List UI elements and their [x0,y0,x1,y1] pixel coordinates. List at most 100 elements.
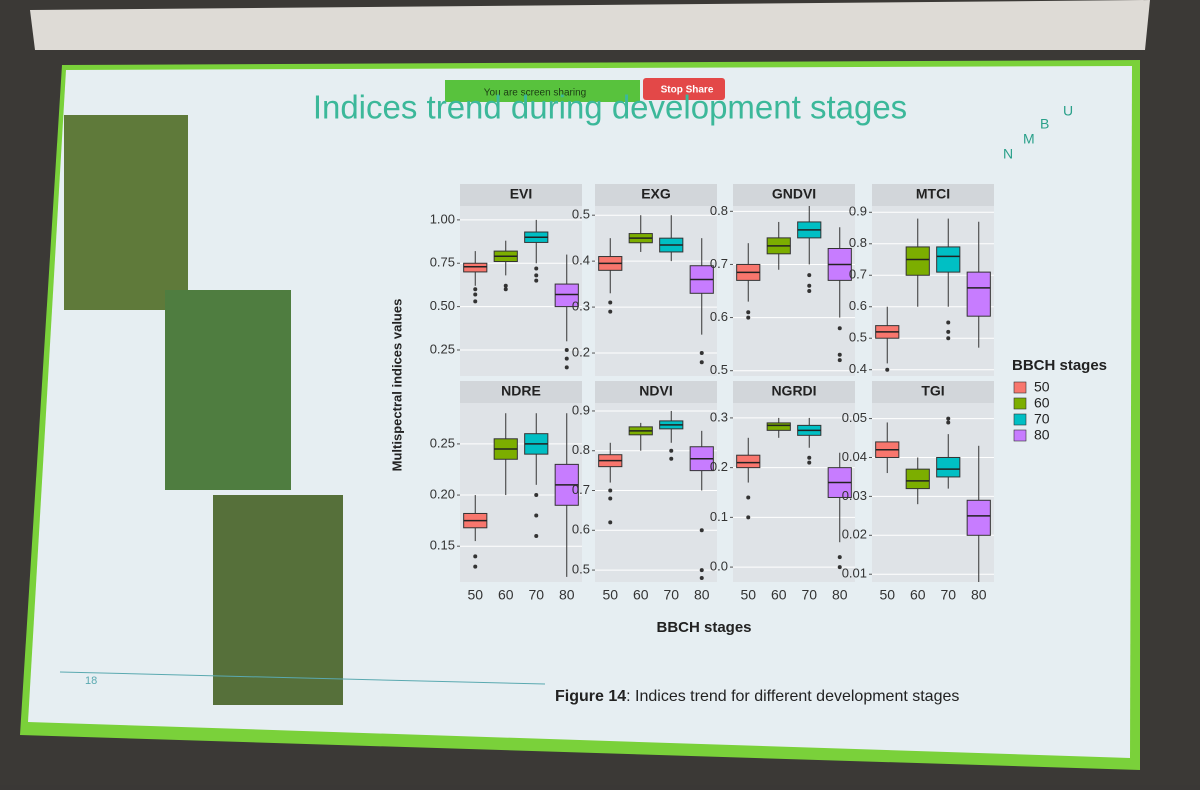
y-tick-label: 0.8 [849,235,867,250]
y-tick-label: 0.7 [710,256,728,271]
outlier [473,287,478,292]
box [766,422,791,431]
outlier [807,283,812,288]
outlier [473,564,478,569]
outlier [837,565,842,570]
outlier [608,488,613,493]
y-tick-label: 0.5 [849,330,867,345]
y-tick-label: 0.15 [430,538,455,553]
outlier [534,513,539,518]
y-tick-label: 0.20 [430,486,455,501]
outlier [534,266,539,271]
y-tick-label: 0.9 [572,402,590,417]
outlier [699,351,704,356]
y-tick-label: 0.8 [710,203,728,218]
y-tick-label: 0.2 [572,344,590,359]
outlier [807,273,812,278]
plant-photo [213,495,343,705]
legend-label: 80 [1034,427,1050,443]
box [966,271,991,317]
y-tick-label: 0.04 [842,449,867,464]
stop-share-label[interactable]: Stop Share [661,85,714,96]
outlier [503,287,508,292]
outlier [608,496,613,501]
y-tick-label: 0.02 [842,527,867,542]
panel-title: NDVI [639,383,672,399]
panel-title: EVI [510,186,533,202]
x-tick-label: 50 [740,587,756,603]
strip [460,184,582,206]
footer-rule [59,671,546,685]
y-tick-label: 0.8 [572,442,590,457]
y-tick-label: 0.7 [572,482,590,497]
y-tick-label: 0.6 [572,522,590,537]
outlier [885,367,890,372]
outlier [837,352,842,357]
strip [733,184,855,206]
panel-title: NGRDI [771,383,816,399]
caption: Figure 14: Indices trend for different d… [555,688,959,705]
y-tick-label: 0.6 [710,309,728,324]
box [554,283,579,308]
panel-title: NDRE [501,383,541,399]
strip [595,184,717,206]
x-tick-label: 60 [633,587,649,603]
x-tick-label: 60 [498,587,514,603]
stop-share-button[interactable] [643,78,725,100]
x-tick-label: 80 [559,587,575,603]
outlier [608,300,613,305]
outlier [473,554,478,559]
y-tick-label: 0.3 [572,299,590,314]
outlier [946,336,951,341]
slide-title: Indices trend during development stages [313,89,907,126]
y-tick-label: 0.50 [430,298,455,313]
legend-swatch [1013,413,1027,426]
x-tick-label: 60 [771,587,787,603]
x-tick-label: 80 [694,587,710,603]
y-tick-label: 0.25 [430,341,455,356]
logo-letter: N [1003,146,1013,162]
logo-letter: M [1023,131,1035,147]
outlier [837,358,842,363]
x-axis-label: BBCH stages [656,619,751,636]
box [936,456,961,478]
strip [872,381,994,403]
outlier [608,520,613,525]
outlier [837,555,842,560]
box [736,454,761,469]
box [905,246,930,276]
strip [460,381,582,403]
x-tick-label: 70 [528,587,544,603]
outlier [946,416,951,421]
box [463,262,488,273]
outlier [746,495,751,500]
legend-swatch [1013,429,1027,442]
outlier [699,568,704,573]
logo-letter: U [1063,103,1073,119]
y-tick-label: 0.4 [849,361,867,376]
caption-rest: : Indices trend for different developmen… [626,688,959,705]
outlier [946,320,951,325]
y-tick-label: 0.05 [842,410,867,425]
legend-label: 70 [1034,411,1050,427]
legend-swatch [1013,381,1027,394]
x-tick-label: 50 [602,587,618,603]
panel-background [872,403,994,582]
legend-title: BBCH stages [1012,357,1107,374]
outlier [699,576,704,581]
y-axis-label: Multispectral indices values [389,299,404,472]
y-tick-label: 1.00 [430,211,455,226]
y-tick-label: 0.03 [842,488,867,503]
outlier [564,347,569,352]
outlier [503,283,508,288]
outlier [473,299,478,304]
panel-title: TGI [921,383,944,399]
plant-photo [64,115,188,310]
x-tick-label: 70 [940,587,956,603]
panel-title: GNDVI [772,186,816,202]
outlier [564,365,569,370]
panel-background [733,206,855,376]
y-tick-label: 0.1 [710,509,728,524]
